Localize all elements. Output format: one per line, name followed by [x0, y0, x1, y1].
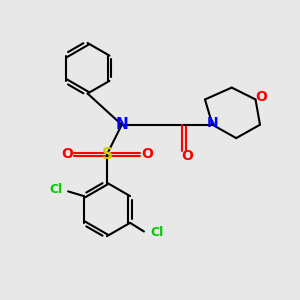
- Text: O: O: [61, 148, 73, 161]
- Text: Cl: Cl: [150, 226, 163, 239]
- Text: N: N: [116, 117, 128, 132]
- Text: O: O: [256, 89, 267, 103]
- Text: N: N: [207, 116, 218, 130]
- Text: O: O: [141, 148, 153, 161]
- Text: O: O: [181, 149, 193, 163]
- Text: S: S: [101, 147, 112, 162]
- Text: Cl: Cl: [49, 183, 62, 196]
